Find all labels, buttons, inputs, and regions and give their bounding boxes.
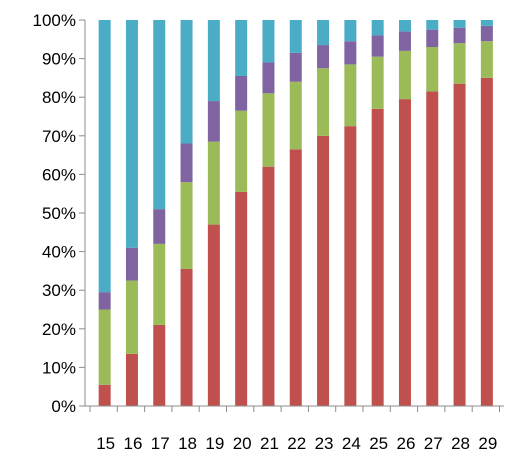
y-tick-label: 0% — [51, 397, 76, 416]
bar-segment-17-series-3 — [153, 209, 166, 244]
x-tick-label: 17 — [151, 434, 170, 453]
bar-segment-23-series-1 — [317, 135, 330, 407]
x-tick-label: 26 — [396, 434, 415, 453]
bar-segment-18-series-4 — [180, 20, 193, 144]
y-tick-label: 40% — [42, 243, 76, 262]
bar-segment-29-series-1 — [480, 77, 493, 407]
bar-segment-24-series-2 — [344, 64, 357, 127]
bar-segment-15-series-2 — [98, 309, 111, 385]
bar-segment-24-series-1 — [344, 126, 357, 407]
bar-segment-26-series-1 — [398, 99, 411, 406]
bar-segment-20-series-1 — [235, 191, 248, 406]
bar-segment-27-series-4 — [426, 20, 439, 30]
x-tick-label: 27 — [424, 434, 443, 453]
bar-segment-27-series-1 — [426, 91, 439, 406]
bar-segment-17-series-1 — [153, 324, 166, 406]
bar-segment-22-series-2 — [289, 81, 302, 150]
bar-segment-26-series-4 — [398, 20, 411, 32]
bar-segment-21-series-2 — [262, 93, 275, 167]
axes-layer — [79, 19, 504, 412]
bar-segment-28-series-2 — [453, 43, 466, 84]
y-tick-label: 10% — [42, 358, 76, 377]
bar-segment-22-series-1 — [289, 149, 302, 406]
x-tick-label: 16 — [123, 434, 142, 453]
bar-segment-22-series-3 — [289, 52, 302, 82]
bar-segment-21-series-1 — [262, 166, 275, 406]
y-tick-label: 80% — [42, 88, 76, 107]
bar-segment-19-series-3 — [207, 101, 220, 142]
x-tick-label: 18 — [178, 434, 197, 453]
y-tick-label: 30% — [42, 281, 76, 300]
y-tick-label: 70% — [42, 127, 76, 146]
bar-segment-20-series-4 — [235, 20, 248, 76]
y-tick-label: 100% — [33, 11, 76, 30]
bar-segment-21-series-3 — [262, 62, 275, 94]
x-tick-label: 21 — [260, 434, 279, 453]
bar-segment-16-series-1 — [125, 353, 138, 406]
bar-segment-28-series-4 — [453, 20, 466, 28]
x-tick-label: 29 — [478, 434, 497, 453]
bar-segment-20-series-2 — [235, 110, 248, 192]
bar-segment-25-series-4 — [371, 20, 384, 36]
bar-segment-24-series-3 — [344, 41, 357, 65]
bar-segment-27-series-3 — [426, 29, 439, 48]
bar-segment-22-series-4 — [289, 20, 302, 53]
bar-segment-28-series-1 — [453, 83, 466, 406]
bar-segment-16-series-2 — [125, 280, 138, 354]
bar-segment-23-series-2 — [317, 68, 330, 136]
bar-segment-23-series-4 — [317, 20, 330, 46]
y-tick-label: 50% — [42, 204, 76, 223]
y-tick-label: 60% — [42, 165, 76, 184]
bar-segment-15-series-1 — [98, 384, 111, 406]
bar-segment-18-series-1 — [180, 268, 193, 406]
bar-segment-17-series-2 — [153, 243, 166, 325]
bar-segment-20-series-3 — [235, 75, 248, 111]
bar-segment-25-series-1 — [371, 108, 384, 406]
x-tick-label: 25 — [369, 434, 388, 453]
labels-layer: 0% 10% 20% 30% 40% 50% 60% 70% 80% 90% 100% 15 16 17 1… — [33, 11, 498, 453]
bar-segment-19-series-2 — [207, 141, 220, 225]
bar-segment-18-series-3 — [180, 143, 193, 183]
y-tick-label: 20% — [42, 320, 76, 339]
bar-segment-16-series-4 — [125, 20, 138, 248]
x-tick-label: 24 — [342, 434, 361, 453]
bar-segment-15-series-4 — [98, 20, 111, 293]
bar-segment-15-series-3 — [98, 292, 111, 310]
bar-segment-27-series-2 — [426, 47, 439, 92]
bar-segment-24-series-4 — [344, 20, 357, 42]
bar-segment-29-series-3 — [480, 25, 493, 42]
bars-layer — [98, 20, 493, 407]
x-tick-label: 22 — [287, 434, 306, 453]
bar-segment-28-series-3 — [453, 27, 466, 44]
x-tick-label: 15 — [96, 434, 115, 453]
x-tick-label: 28 — [451, 434, 470, 453]
bar-segment-17-series-4 — [153, 20, 166, 210]
x-tick-label: 23 — [315, 434, 334, 453]
x-tick-label: 20 — [233, 434, 252, 453]
bar-segment-29-series-2 — [480, 41, 493, 78]
bar-segment-29-series-4 — [480, 20, 493, 26]
bar-segment-19-series-1 — [207, 224, 220, 406]
bar-segment-18-series-2 — [180, 182, 193, 269]
bar-segment-19-series-4 — [207, 20, 220, 102]
bar-segment-16-series-3 — [125, 247, 138, 281]
x-tick-label: 19 — [205, 434, 224, 453]
bar-segment-25-series-2 — [371, 56, 384, 109]
bar-segment-25-series-3 — [371, 35, 384, 57]
y-tick-label: 90% — [42, 50, 76, 69]
bar-segment-23-series-3 — [317, 45, 330, 69]
bar-segment-21-series-4 — [262, 20, 275, 63]
bar-segment-26-series-3 — [398, 31, 411, 51]
bar-segment-26-series-2 — [398, 50, 411, 100]
